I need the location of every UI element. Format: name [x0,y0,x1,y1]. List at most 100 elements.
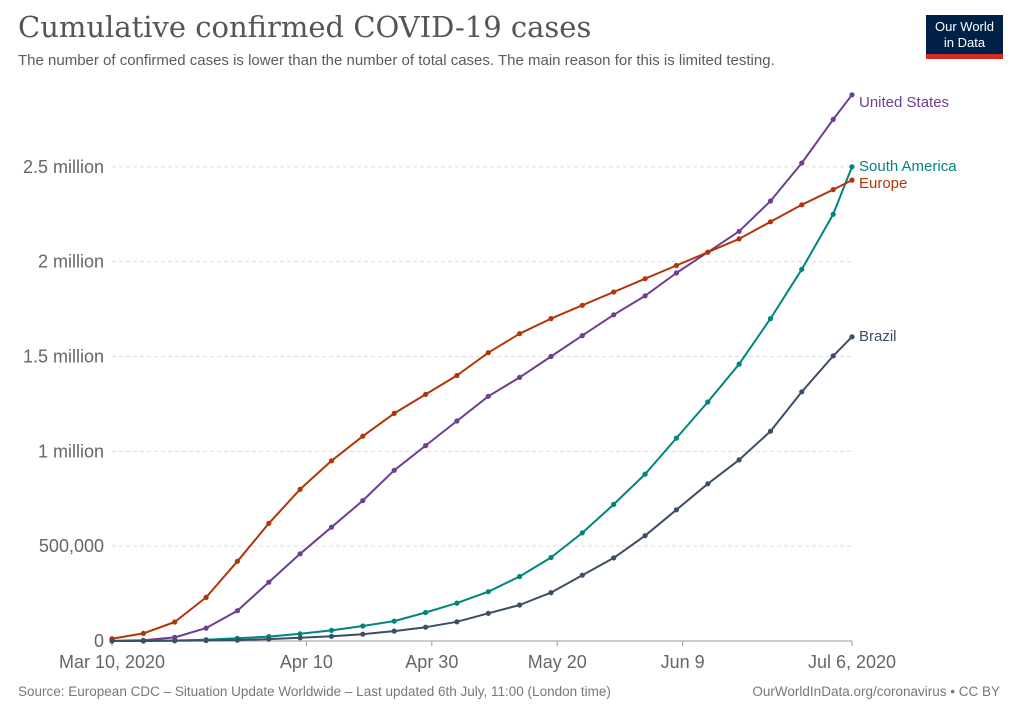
data-point-brazil [705,481,711,487]
data-point-europe [830,187,836,193]
data-point-europe [799,202,805,208]
data-point-south-america [642,471,648,477]
data-point-united-states [203,625,209,631]
data-point-europe [172,619,178,625]
data-point-south-america [391,618,397,624]
data-point-brazil [849,334,855,340]
data-point-brazil [203,637,209,644]
x-tick-label: Jun 9 [661,652,705,672]
data-point-brazil [767,428,774,434]
x-tick-label: Apr 30 [405,652,458,672]
data-point-europe [360,433,366,439]
data-point-brazil [673,507,680,513]
data-point-europe [849,177,855,183]
data-point-europe [642,276,648,282]
data-point-brazil [328,633,335,639]
data-point-united-states [234,608,240,614]
data-point-united-states [297,551,303,557]
data-point-south-america [767,316,774,322]
data-point-south-america [548,554,554,561]
data-point-brazil [172,638,178,644]
data-point-europe [579,302,585,308]
data-point-united-states [736,228,742,234]
data-point-brazil [360,631,366,637]
y-tick-label: 1.5 million [23,347,104,367]
data-point-brazil [454,619,460,625]
data-point-brazil [642,533,648,539]
series-label-south-america: South America [859,158,957,175]
data-point-brazil [423,624,429,630]
data-point-south-america [517,573,523,580]
data-point-europe [203,594,209,601]
data-point-united-states [454,418,460,424]
logo-line-2: in Data [943,35,986,50]
data-point-europe [328,458,335,464]
data-point-south-america [423,609,429,616]
data-point-united-states [485,393,491,399]
data-point-south-america [705,399,711,405]
data-point-europe [266,520,272,527]
data-point-europe [234,558,240,564]
y-tick-label: 1 million [38,441,104,461]
data-point-brazil [799,389,805,395]
data-point-united-states [328,524,335,530]
data-point-united-states [423,443,429,449]
axes: 0 500,000 1 million 1.5 million 2 million 2.5… [23,157,896,672]
data-point-south-america [297,631,303,637]
data-point-europe [705,249,711,255]
data-point-united-states [799,160,805,166]
data-point-south-america [799,266,805,272]
series-line-united-states [111,94,853,642]
data-point-brazil [266,636,272,642]
x-tick-label: May 20 [528,652,587,672]
data-point-south-america [485,589,491,595]
data-point-united-states [548,353,554,360]
data-point-brazil [297,635,303,641]
data-point-europe [297,486,303,492]
data-point-brazil [517,602,523,608]
data-point-europe [548,316,554,322]
line-chart: 0 500,000 1 million 1.5 million 2 million 2.5… [23,92,957,672]
data-point-united-states [579,333,585,339]
data-point-brazil [830,353,836,359]
data-point-united-states [266,579,272,585]
data-point-brazil [548,590,554,596]
data-point-europe [391,410,397,416]
series-line-europe [111,179,853,640]
data-point-europe [140,630,146,637]
data-point-europe [611,289,617,295]
data-point-brazil [109,638,115,644]
data-point-south-america [611,501,617,507]
data-point-brazil [234,637,240,643]
source-note[interactable]: Source: European CDC – Situation Update … [18,684,611,699]
data-point-united-states [830,116,836,122]
data-point-south-america [830,211,836,217]
data-point-europe [454,372,460,379]
credit-link[interactable]: OurWorldInData.org/coronavirus • CC BY [752,684,1000,699]
owid-logo[interactable]: Our World in Data [926,15,1003,59]
data-point-europe [767,219,774,225]
data-point-brazil [485,610,491,616]
data-point-brazil [391,628,397,634]
data-point-united-states [517,374,523,380]
data-point-south-america [360,623,366,629]
series-label-united-states: United States [859,94,949,111]
data-point-united-states [849,92,855,98]
data-point-europe [673,262,680,269]
series-lines [109,92,855,644]
data-point-united-states [391,467,397,473]
data-point-south-america [579,530,585,536]
data-point-united-states [767,198,774,204]
series-label-europe: Europe [859,175,907,192]
data-point-brazil [611,555,617,561]
data-point-europe [423,391,429,397]
gridlines [112,166,852,547]
data-point-united-states [642,293,648,299]
y-tick-label: 2.5 million [23,157,104,177]
data-point-brazil [579,572,585,578]
y-tick-label: 2 million [38,252,104,272]
x-tick-label: Apr 10 [280,652,333,672]
data-point-united-states [360,498,366,504]
data-point-south-america [673,435,680,441]
x-tick-label: Mar 10, 2020 [59,652,165,672]
